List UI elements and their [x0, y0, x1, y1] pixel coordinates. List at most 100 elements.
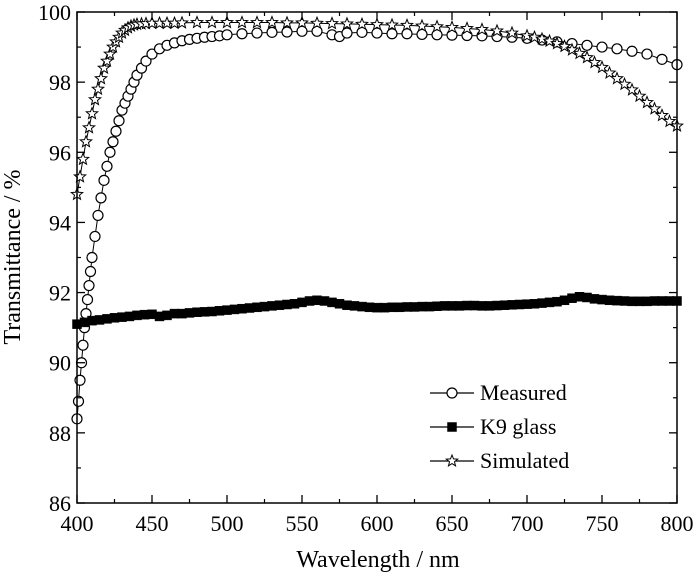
legend-label: Measured: [480, 380, 567, 405]
data-point: [654, 108, 670, 122]
data-point: [632, 88, 647, 103]
data-point: [399, 17, 415, 32]
legend-label: K9 glass: [480, 414, 556, 439]
plot-frame: [76, 11, 678, 504]
series-k9-glass: [72, 292, 682, 329]
data-point: [579, 50, 595, 64]
data-point: [249, 15, 265, 29]
data-point: [93, 71, 109, 85]
data-point: [107, 136, 119, 148]
data-point: [189, 15, 205, 29]
data-point: [264, 15, 280, 29]
data-point: [75, 151, 91, 166]
series-marks: [70, 15, 685, 425]
data-point: [459, 21, 475, 35]
data-point: [219, 15, 235, 29]
data-point: [324, 16, 340, 30]
x-tick-label: 750: [586, 511, 619, 536]
data-point: [86, 251, 98, 264]
data-point: [371, 27, 383, 39]
data-point: [266, 26, 278, 38]
axis-ticks: 400 450 500 550 600 650 700 750 800 86 88 90 92 94 96 9…: [38, 0, 694, 536]
data-point: [84, 106, 100, 120]
data-point: [624, 82, 640, 96]
data-point: [110, 125, 122, 137]
data-point: [564, 42, 580, 56]
data-point: [96, 60, 112, 75]
data-point: [384, 17, 400, 31]
data-point: [294, 15, 310, 29]
x-tick-label: 450: [136, 511, 169, 536]
data-point: [104, 146, 116, 158]
x-tick-label: 600: [361, 511, 394, 536]
data-point: [113, 115, 125, 127]
data-point: [429, 19, 445, 33]
legend-marker: [446, 387, 458, 399]
data-point: [77, 339, 89, 351]
data-point: [609, 71, 625, 85]
data-point: [84, 265, 97, 278]
data-point: [602, 65, 617, 79]
data-point: [98, 174, 110, 186]
data-point: [339, 16, 355, 30]
legend-item-measured: Measured: [430, 380, 567, 405]
x-tick-label: 800: [661, 511, 694, 536]
data-point: [611, 43, 623, 55]
data-point: [662, 114, 677, 128]
y-tick-label: 94: [49, 210, 71, 235]
data-point: [581, 39, 593, 51]
legend-label: Simulated: [480, 448, 569, 473]
data-point: [341, 27, 353, 39]
data-point: [309, 15, 325, 30]
data-point: [489, 23, 505, 37]
legend-marker: [444, 453, 460, 467]
data-point: [234, 15, 250, 29]
data-point: [474, 22, 490, 36]
y-tick-label: 96: [49, 140, 71, 165]
y-tick-label: 100: [38, 0, 71, 25]
x-tick-label: 650: [436, 511, 469, 536]
data-point: [101, 160, 113, 172]
data-point: [414, 18, 430, 32]
data-point: [572, 46, 587, 60]
data-point: [140, 55, 152, 67]
data-point: [639, 95, 655, 109]
data-point: [386, 28, 398, 40]
y-axis-label: Transmittance / %: [0, 169, 26, 344]
data-point: [251, 27, 263, 39]
y-tick-label: 98: [49, 70, 71, 95]
data-point: [279, 15, 295, 29]
legend-item-k9-glass: K9 glass: [430, 414, 556, 439]
data-point: [369, 17, 385, 31]
data-point: [87, 92, 103, 106]
data-point: [72, 395, 85, 407]
data-point: [587, 55, 602, 69]
data-point: [557, 39, 572, 53]
data-point: [99, 53, 115, 68]
y-tick-label: 90: [49, 351, 71, 376]
data-point: [236, 28, 248, 40]
data-point: [594, 60, 610, 74]
x-tick-label: 550: [286, 511, 319, 536]
data-point: [527, 29, 542, 44]
data-point: [72, 169, 88, 183]
x-tick-label: 700: [511, 511, 544, 536]
data-point: [549, 36, 565, 50]
data-point: [296, 25, 308, 37]
data-point: [146, 48, 158, 60]
data-point: [92, 209, 104, 222]
x-axis-label: Wavelength / nm: [296, 547, 460, 573]
x-tick-label: 400: [61, 511, 94, 536]
data-point: [89, 230, 101, 243]
data-point: [221, 29, 233, 41]
x-tick-label: 500: [211, 511, 244, 536]
data-point: [656, 53, 668, 65]
legend: Measured K9 glass Simulated: [430, 380, 569, 473]
data-point: [534, 31, 550, 45]
data-point: [95, 192, 107, 204]
data-point: [78, 134, 94, 148]
data-point: [354, 16, 370, 31]
legend-item-simulated: Simulated: [430, 448, 569, 473]
data-point: [519, 28, 535, 42]
data-point: [401, 28, 413, 40]
